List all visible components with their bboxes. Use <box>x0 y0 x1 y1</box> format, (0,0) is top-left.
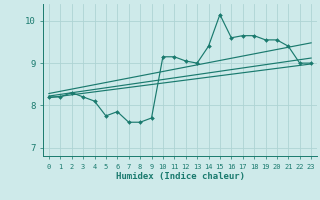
X-axis label: Humidex (Indice chaleur): Humidex (Indice chaleur) <box>116 172 244 181</box>
